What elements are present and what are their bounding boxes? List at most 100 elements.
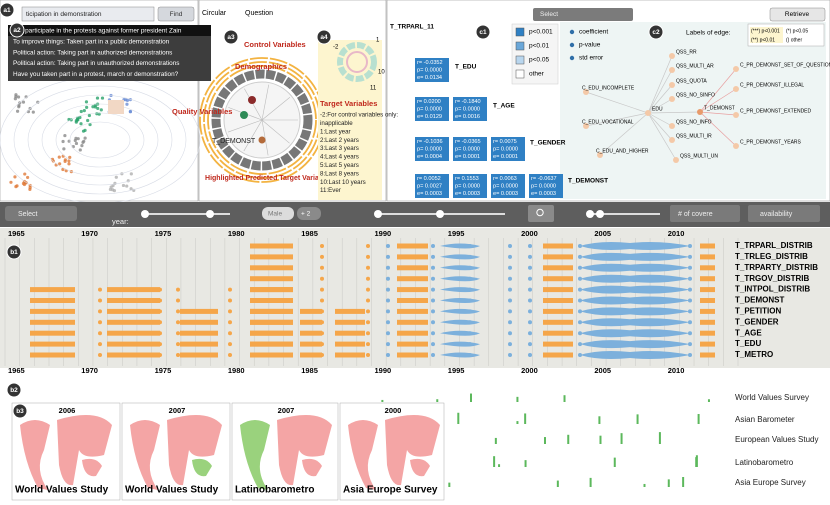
year-label: 1990 [375,366,392,375]
network-node [697,109,703,115]
slider-handle[interactable] [141,210,149,218]
survey-bar [516,396,519,402]
question-dot [121,183,126,188]
stat-text: p= 0.0027 [417,183,442,189]
variable-label: T_DEMONST [735,296,784,305]
year-label: 1965 [8,366,25,375]
legend-text: 1:Last year [320,128,351,135]
selected-variable: T_DEMONST [212,138,256,145]
availability-dot [528,298,532,303]
availability-dot [98,342,102,347]
availability-segment [700,254,715,260]
p-legend-text: p<0.001 [529,29,553,36]
demographic-node [248,96,256,104]
select-dropdown [5,206,77,221]
legend-text: 11:Ever [320,187,341,194]
question-dot [82,109,86,113]
availability-band [440,276,480,282]
slider-handle[interactable] [206,210,214,218]
availability-band [580,351,690,359]
survey-bar [658,432,661,444]
slider-handle[interactable] [374,210,382,218]
availability-dot [431,276,435,281]
slider-handle[interactable] [586,210,594,218]
stat-dot [569,55,575,61]
stat-text: e= 0.0016 [455,114,480,120]
edge [699,68,737,113]
survey-bar [381,399,384,402]
question-dot [99,108,103,112]
availability-dot [366,254,370,259]
availability-dot [431,331,435,336]
availability-segment [250,243,293,249]
survey-bar [494,437,497,444]
year-label: 1975 [155,229,172,238]
availability-segment [397,319,428,325]
availability-segment [107,287,160,293]
availability-dot [386,287,390,292]
availability-segment [300,330,322,336]
stat-text: p= 0.0000 [493,183,518,189]
availability-segment [397,243,428,249]
stat-text: r= -0.0352 [417,60,443,66]
availability-dot [508,331,512,336]
availability-segment [180,341,218,347]
stat-text: r= -0.0365 [455,139,481,145]
availability-segment [250,341,293,347]
suggestion-item: Political action: Taking part in authori… [13,49,172,56]
network-node [583,123,589,129]
continent [277,415,332,486]
variable-label: T_TRLEG_DISTRIB [735,252,808,261]
stat-text: e= 0.0004 [417,154,442,160]
availability-dot [366,287,370,292]
survey-bar [567,434,570,444]
availability-dot [528,265,532,270]
availability-segment [300,352,322,358]
stat-text: p= 0.0000 [493,146,518,152]
availability-segment [300,308,322,314]
map-name: World Values Study [125,485,219,496]
network-node [669,82,675,88]
availability-segment [543,254,573,260]
highlight-cell [108,100,124,114]
stat-legend-text: coefficient [579,29,608,36]
suggestion-item: you participate in the protests against … [13,28,182,35]
edge [647,98,673,114]
stat-text: r= 0.0200 [417,99,441,105]
availability-segment [543,287,573,293]
stat-cell [453,97,487,121]
stat-cell [453,174,487,198]
badge-text: a3 [227,34,235,41]
search-box [21,6,155,22]
node-label: C_PR_DEMONST_ILLEGAL [740,82,804,88]
question-dot [93,103,97,107]
question-dot [68,155,72,159]
badge [475,24,491,40]
survey-bar [636,414,639,424]
search-icon [536,208,544,217]
badge [648,24,664,40]
availability-dot [386,309,390,314]
slider-handle[interactable] [436,210,444,218]
availability-segment [30,330,75,336]
availability-dot [508,320,512,325]
p-legend-text: other [529,71,545,78]
edge [699,111,737,116]
variable-label: T_GENDER [530,140,566,147]
availability-segment [335,330,365,336]
availability-segment [543,352,573,358]
availability-segment [397,265,428,271]
radial-label: Highlighted Predicted Target Variable [205,175,329,182]
badge [6,382,22,398]
slider-handle[interactable] [596,210,604,218]
contour [41,103,159,177]
question-dot [79,109,83,114]
variable-label: T_DEMONST [568,178,608,185]
availability-band [440,254,480,260]
value-ring-inner [346,51,368,73]
question-dot [67,162,71,166]
radial-label: Demographics [235,62,287,71]
year-label: 1975 [155,366,172,375]
availability-dot [528,331,532,336]
question-dot [76,137,80,141]
